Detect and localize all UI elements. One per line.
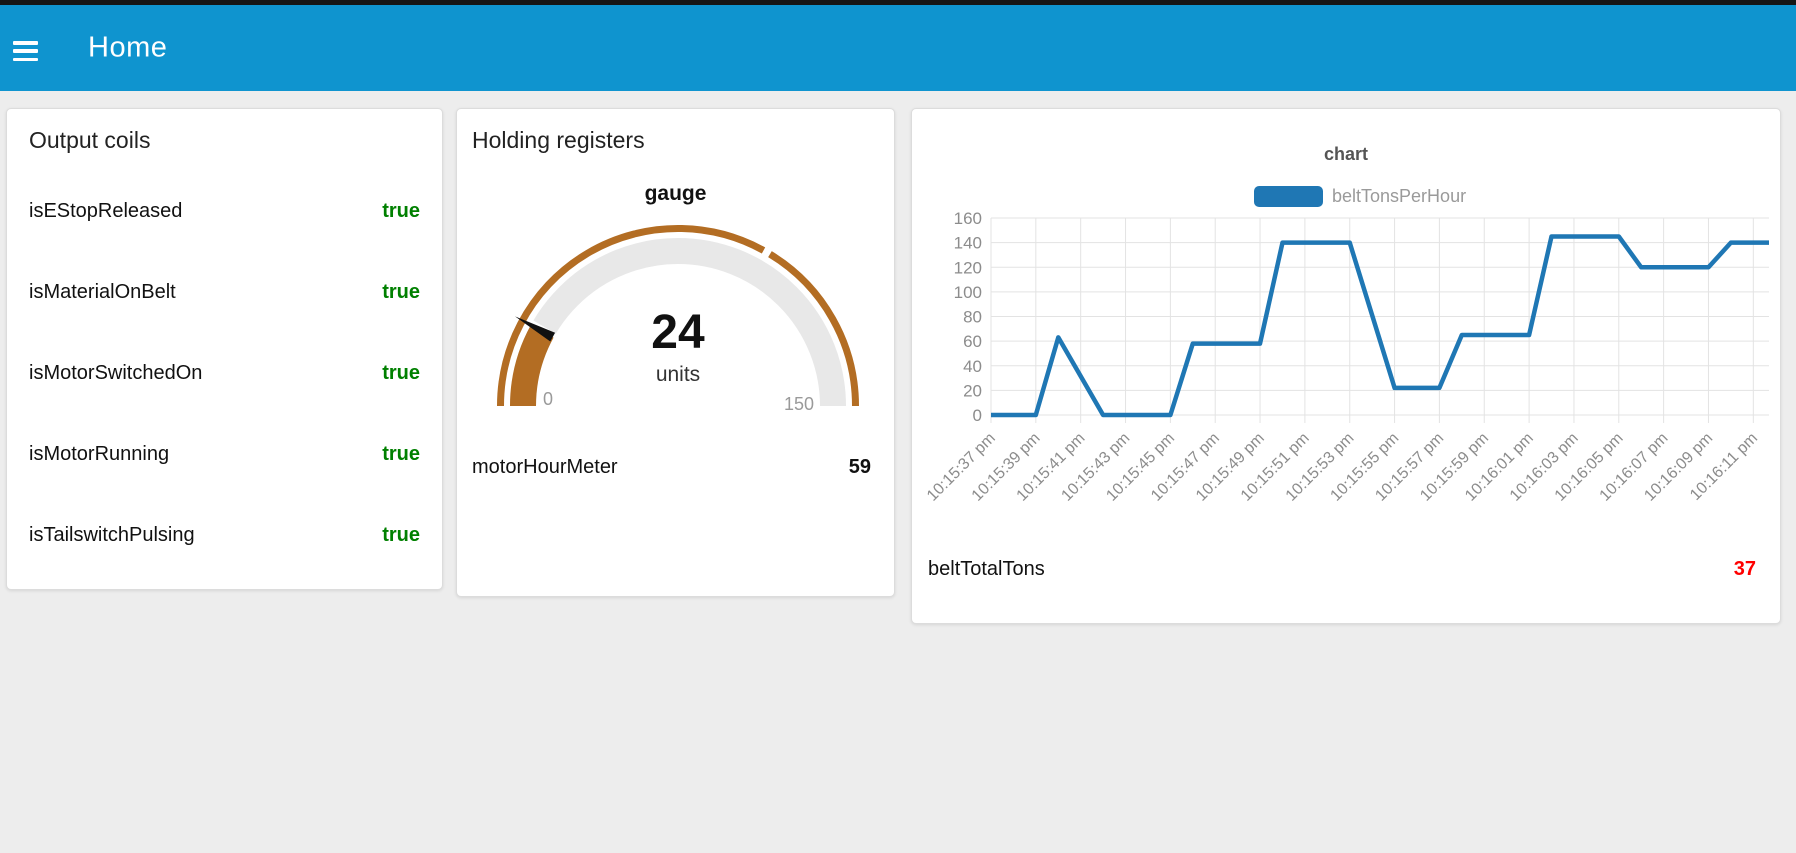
card-title: Holding registers	[472, 127, 645, 153]
hamburger-icon	[13, 41, 38, 45]
coil-value: true	[382, 362, 420, 384]
svg-text:120: 120	[954, 258, 982, 277]
svg-text:40: 40	[963, 357, 982, 376]
svg-text:units: units	[656, 363, 700, 386]
svg-text:60: 60	[963, 332, 982, 351]
coil-label: isMotorRunning	[29, 443, 170, 465]
svg-text:10:16:11 pm: 10:16:11 pm	[1687, 430, 1761, 504]
menu-button[interactable]	[13, 41, 38, 61]
coil-label: isMotorSwitchedOn	[29, 362, 203, 384]
coil-label: isTailswitchPulsing	[29, 524, 195, 546]
svg-text:10:15:41 pm: 10:15:41 pm	[1014, 430, 1089, 505]
svg-text:10:15:45 pm: 10:15:45 pm	[1103, 430, 1178, 505]
chart-legend: beltTonsPerHour	[1254, 186, 1466, 207]
svg-text:20: 20	[963, 381, 982, 400]
coil-label: isMaterialOnBelt	[29, 281, 176, 303]
svg-text:10:16:03 pm: 10:16:03 pm	[1507, 430, 1582, 505]
svg-text:10:15:47 pm: 10:15:47 pm	[1148, 430, 1223, 505]
svg-text:100: 100	[954, 283, 982, 302]
svg-text:10:16:01 pm: 10:16:01 pm	[1462, 430, 1537, 505]
coil-value: true	[382, 200, 420, 222]
svg-text:10:15:37 pm: 10:15:37 pm	[924, 430, 999, 505]
gauge-widget: 0 150 24 units	[497, 225, 859, 414]
coil-row: isMotorSwitchedOn true	[29, 362, 420, 385]
card-title: Output coils	[29, 127, 151, 153]
register-row: motorHourMeter 59	[472, 456, 871, 479]
svg-text:10:16:09 pm: 10:16:09 pm	[1641, 430, 1716, 505]
coil-value: true	[382, 524, 420, 546]
svg-text:10:15:53 pm: 10:15:53 pm	[1283, 430, 1358, 505]
register-label: motorHourMeter	[472, 456, 618, 478]
coil-row: isEStopReleased true	[29, 200, 420, 223]
total-value: 37	[1733, 558, 1756, 580]
svg-text:140: 140	[954, 234, 982, 253]
gauge-needle	[515, 316, 556, 342]
svg-text:10:16:07 pm: 10:16:07 pm	[1597, 430, 1672, 505]
coil-row: isMotorRunning true	[29, 443, 420, 466]
svg-text:10:15:49 pm: 10:15:49 pm	[1193, 430, 1268, 505]
card-output-coils: Output coils isEStopReleased true isMate…	[6, 108, 443, 590]
legend-label: beltTonsPerHour	[1332, 186, 1467, 206]
card-chart: chart beltTonsPerHour 0 20 40 60 80 100 120 140…	[911, 108, 1781, 624]
chart-total-row: beltTotalTons 37	[928, 558, 1756, 581]
page-title: Home	[88, 31, 168, 64]
coil-row: isMaterialOnBelt true	[29, 281, 420, 304]
total-label: beltTotalTons	[928, 558, 1045, 580]
svg-text:160: 160	[954, 209, 982, 228]
coil-value: true	[382, 443, 420, 465]
window-top-strip	[0, 0, 1796, 5]
page-header: Home	[0, 5, 1796, 91]
svg-text:80: 80	[963, 308, 982, 327]
svg-text:10:15:43 pm: 10:15:43 pm	[1058, 430, 1133, 505]
svg-text:10:15:55 pm: 10:15:55 pm	[1327, 430, 1402, 505]
legend-swatch	[1254, 186, 1323, 207]
svg-text:0: 0	[973, 406, 982, 425]
svg-text:10:16:05 pm: 10:16:05 pm	[1552, 430, 1627, 505]
chart-title: chart	[1323, 144, 1368, 164]
register-value: 59	[848, 456, 871, 478]
svg-text:10:15:51 pm: 10:15:51 pm	[1238, 430, 1313, 505]
gauge-title: gauge	[644, 182, 707, 205]
card-holding-registers: Holding registers gauge 0 150 24 units moto…	[456, 108, 895, 597]
svg-text:0: 0	[543, 389, 553, 409]
svg-text:150: 150	[784, 394, 814, 414]
svg-text:24: 24	[651, 306, 705, 359]
svg-text:10:15:59 pm: 10:15:59 pm	[1417, 430, 1492, 505]
coil-row: isTailswitchPulsing true	[29, 524, 420, 547]
coil-label: isEStopReleased	[29, 200, 183, 222]
svg-text:10:15:39 pm: 10:15:39 pm	[969, 430, 1044, 505]
series-line	[991, 234, 1769, 418]
coil-value: true	[382, 281, 420, 303]
svg-text:10:15:57 pm: 10:15:57 pm	[1372, 430, 1447, 505]
